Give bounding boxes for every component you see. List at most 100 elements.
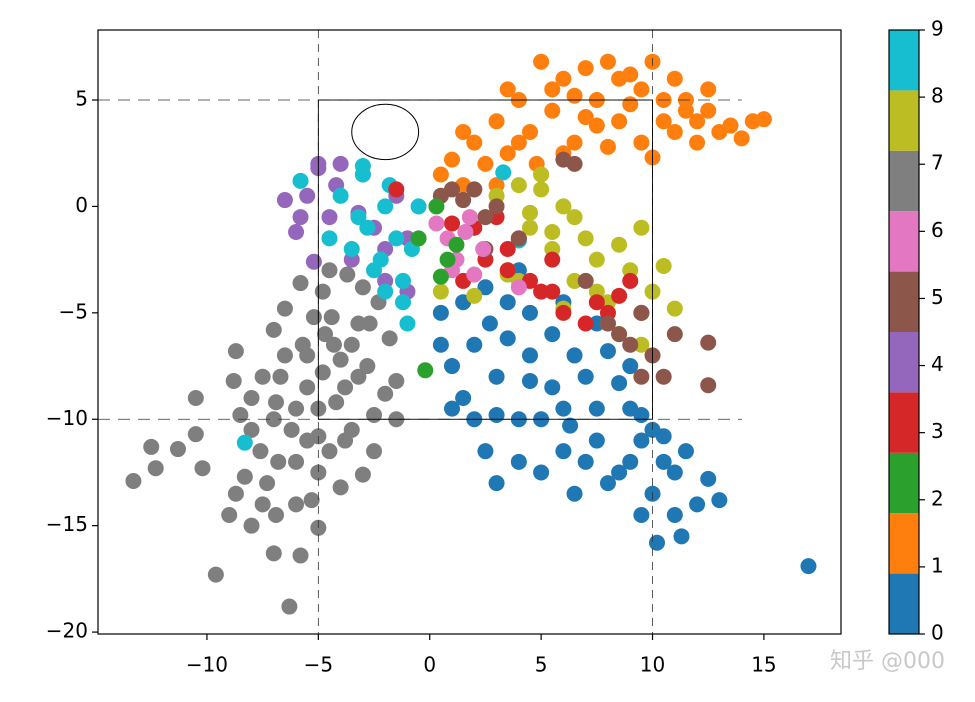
point bbox=[588, 294, 605, 311]
point bbox=[292, 547, 309, 564]
point bbox=[232, 407, 249, 424]
point bbox=[243, 421, 260, 438]
point bbox=[194, 460, 211, 477]
point bbox=[700, 334, 717, 351]
point bbox=[388, 372, 405, 389]
x-tick-label: −5 bbox=[304, 653, 333, 677]
watermark: 知乎 @000 bbox=[830, 649, 945, 674]
point bbox=[588, 251, 605, 268]
colorbar-band bbox=[889, 392, 919, 453]
point bbox=[800, 558, 817, 575]
point bbox=[461, 209, 478, 226]
point bbox=[510, 230, 527, 247]
point bbox=[510, 279, 527, 296]
point bbox=[655, 428, 672, 445]
point bbox=[666, 70, 683, 87]
point bbox=[544, 379, 561, 396]
point bbox=[432, 283, 449, 300]
point bbox=[555, 443, 572, 460]
point bbox=[366, 443, 383, 460]
point bbox=[428, 215, 445, 232]
point bbox=[388, 181, 405, 198]
point bbox=[577, 272, 594, 289]
colorbar-band bbox=[889, 30, 919, 91]
point bbox=[577, 230, 594, 247]
point bbox=[354, 279, 371, 296]
point bbox=[444, 215, 461, 232]
point bbox=[236, 468, 253, 485]
point bbox=[377, 198, 394, 215]
point bbox=[276, 192, 293, 209]
point bbox=[227, 485, 244, 502]
point bbox=[588, 117, 605, 134]
point bbox=[147, 460, 164, 477]
point bbox=[577, 60, 594, 77]
colorbar-band bbox=[889, 513, 919, 574]
point bbox=[544, 283, 561, 300]
point bbox=[655, 258, 672, 275]
point bbox=[332, 479, 349, 496]
point bbox=[521, 219, 538, 236]
point bbox=[544, 223, 561, 240]
point bbox=[566, 155, 583, 172]
point bbox=[444, 358, 461, 375]
point bbox=[533, 181, 550, 198]
reference-box bbox=[317, 99, 653, 420]
point bbox=[599, 138, 616, 155]
point bbox=[577, 315, 594, 332]
point bbox=[294, 336, 311, 353]
point bbox=[633, 134, 650, 151]
point bbox=[577, 453, 594, 470]
point bbox=[588, 315, 605, 332]
y-tick-label: −20 bbox=[46, 619, 88, 643]
point bbox=[544, 81, 561, 98]
point bbox=[499, 81, 516, 98]
point bbox=[444, 400, 461, 417]
point bbox=[633, 304, 650, 321]
point bbox=[272, 368, 289, 385]
point bbox=[488, 368, 505, 385]
point bbox=[252, 443, 269, 460]
point bbox=[125, 472, 142, 489]
point bbox=[499, 294, 516, 311]
point bbox=[633, 368, 650, 385]
point bbox=[599, 53, 616, 70]
point bbox=[444, 151, 461, 168]
point bbox=[466, 134, 483, 151]
point bbox=[588, 400, 605, 417]
point bbox=[533, 464, 550, 481]
point bbox=[655, 113, 672, 130]
point bbox=[339, 266, 356, 283]
point bbox=[533, 166, 550, 183]
point bbox=[354, 157, 371, 174]
point bbox=[622, 453, 639, 470]
point bbox=[227, 343, 244, 360]
point bbox=[510, 453, 527, 470]
point bbox=[236, 434, 253, 451]
point bbox=[666, 507, 683, 524]
point bbox=[588, 432, 605, 449]
point bbox=[325, 336, 342, 353]
point bbox=[225, 372, 242, 389]
point bbox=[655, 368, 672, 385]
point bbox=[310, 464, 327, 481]
colorbar-band bbox=[889, 332, 919, 393]
point bbox=[499, 145, 516, 162]
point bbox=[466, 266, 483, 283]
colorbar-tick-label: 8 bbox=[931, 84, 944, 108]
point bbox=[648, 534, 665, 551]
point bbox=[566, 347, 583, 364]
point bbox=[577, 368, 594, 385]
point bbox=[314, 283, 331, 300]
point bbox=[317, 326, 334, 343]
point bbox=[292, 172, 309, 189]
point bbox=[332, 155, 349, 172]
point bbox=[372, 251, 389, 268]
y-tick-label: 0 bbox=[75, 193, 88, 217]
point bbox=[488, 407, 505, 424]
x-tick-label: 5 bbox=[535, 653, 548, 677]
point bbox=[488, 198, 505, 215]
point bbox=[328, 394, 345, 411]
ellipse bbox=[351, 103, 420, 161]
point bbox=[599, 315, 616, 332]
